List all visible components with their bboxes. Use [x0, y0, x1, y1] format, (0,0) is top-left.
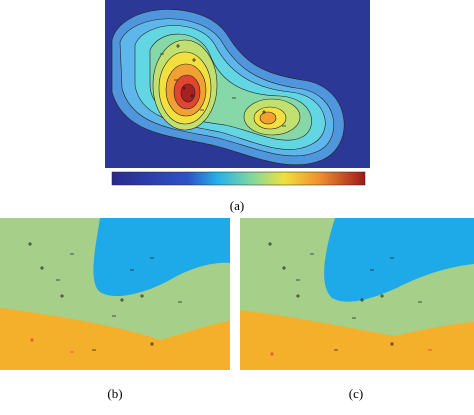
sample-markers: [270, 349, 432, 356]
contour-level: [180, 83, 196, 103]
region-blue: [324, 218, 474, 302]
region-orange: [240, 310, 474, 370]
region-panel: [240, 218, 474, 370]
sample-markers: [268, 242, 422, 351]
contour-panel: [105, 0, 370, 186]
caption: (a): [230, 198, 244, 213]
colorbar: [111, 171, 366, 186]
region-panel: [0, 218, 230, 370]
sample-markers: [28, 242, 182, 351]
caption: (b): [107, 386, 122, 401]
region-blue: [93, 218, 230, 297]
caption: (c): [349, 386, 363, 401]
contour-levels: [111, 9, 345, 166]
contour-level: [259, 111, 277, 125]
region-orange: [0, 308, 230, 370]
sample-markers: [160, 44, 286, 127]
sample-markers: [30, 338, 74, 353]
